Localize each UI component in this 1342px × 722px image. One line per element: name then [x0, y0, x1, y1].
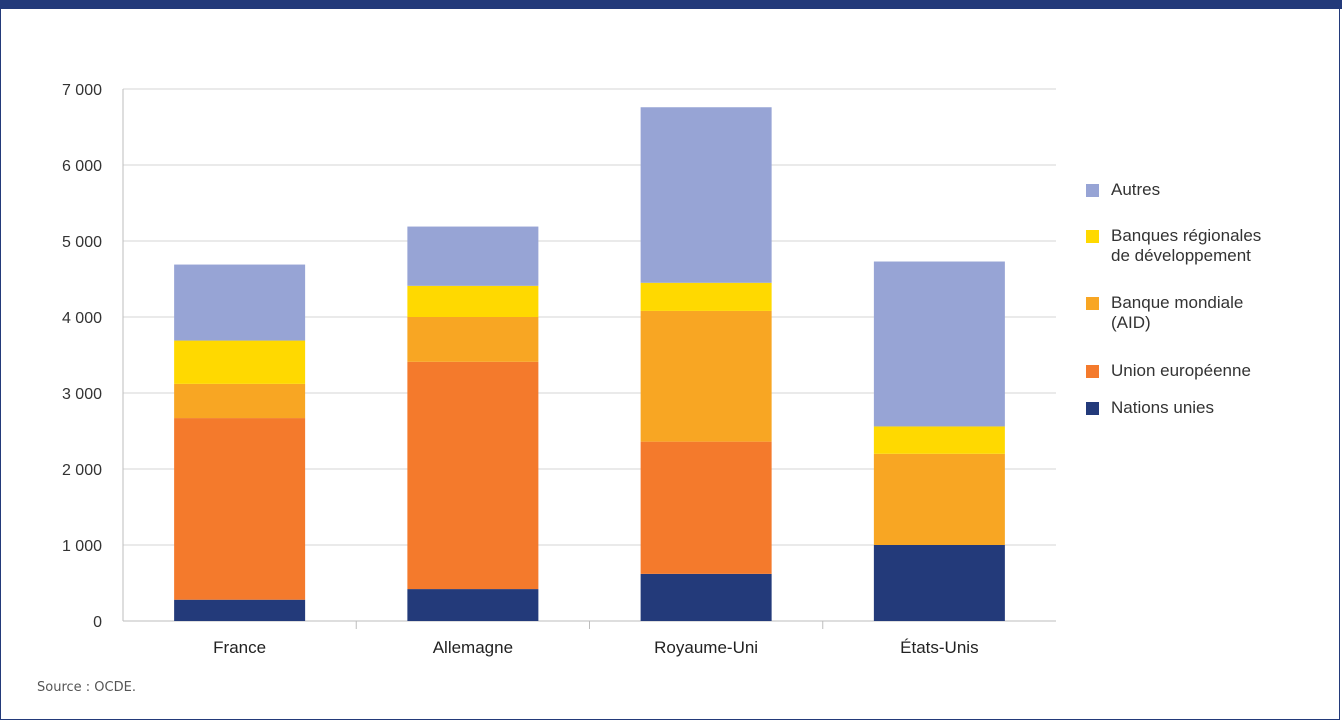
bar-segment — [407, 317, 539, 362]
legend-swatch — [1086, 184, 1099, 197]
y-tick-label: 0 — [93, 614, 102, 631]
legend-label: Banque mondiale — [1111, 293, 1244, 312]
x-tick-label: France — [213, 638, 266, 657]
x-tick-label: États-Unis — [900, 638, 978, 657]
bar-segment — [873, 261, 1005, 427]
bar-segment — [174, 383, 306, 419]
bar-segment — [873, 426, 1005, 454]
legend-label: Nations unies — [1111, 398, 1215, 417]
legend-label: (AID) — [1111, 313, 1151, 332]
legend-swatch — [1086, 365, 1099, 378]
legend-label: Union européenne — [1111, 361, 1251, 380]
y-tick-label: 4 000 — [62, 310, 102, 327]
bar-segment — [174, 264, 306, 341]
header-bar — [0, 0, 1342, 9]
legend-item: Union européenne — [1086, 361, 1251, 381]
bar-segment — [640, 107, 772, 283]
legend-item: Banques régionales de développement — [1086, 226, 1261, 266]
legend-swatch — [1086, 297, 1099, 310]
bar-segment — [174, 418, 306, 600]
bar-segment — [873, 545, 1005, 621]
legend-label: Autres — [1111, 180, 1161, 199]
bar-segment — [407, 226, 539, 286]
bar-segment — [640, 441, 772, 574]
bar-segment — [407, 589, 539, 621]
legend-label: Banques régionales — [1111, 226, 1262, 245]
bar-segment — [407, 361, 539, 590]
bar-segment — [640, 282, 772, 311]
bar-segment — [174, 599, 306, 621]
legend-item: Banque mondiale (AID) — [1086, 293, 1243, 333]
bar-segment — [640, 310, 772, 442]
legend-swatch — [1086, 230, 1099, 243]
bar-segment — [174, 340, 306, 384]
x-tick-label: Royaume-Uni — [654, 638, 758, 657]
legend-label: de développement — [1111, 246, 1251, 265]
y-tick-label: 2 000 — [62, 462, 102, 479]
legend-item: Nations unies — [1086, 398, 1214, 418]
x-tick-label: Allemagne — [433, 638, 513, 657]
y-tick-label: 6 000 — [62, 158, 102, 175]
y-tick-label: 7 000 — [62, 82, 102, 99]
legend-swatch — [1086, 402, 1099, 415]
legend-item: Autres — [1086, 180, 1160, 200]
y-tick-label: 1 000 — [62, 538, 102, 555]
y-tick-label: 5 000 — [62, 234, 102, 251]
bar-segment — [640, 573, 772, 621]
source-note: Source : OCDE. — [37, 680, 136, 695]
y-tick-label: 3 000 — [62, 386, 102, 403]
bar-segment — [873, 453, 1005, 545]
bar-segment — [407, 285, 539, 317]
stacked-bar-chart: 0 1 000 2 000 3 000 4 000 5 000 6 000 7 000 Fran… — [62, 82, 1056, 657]
